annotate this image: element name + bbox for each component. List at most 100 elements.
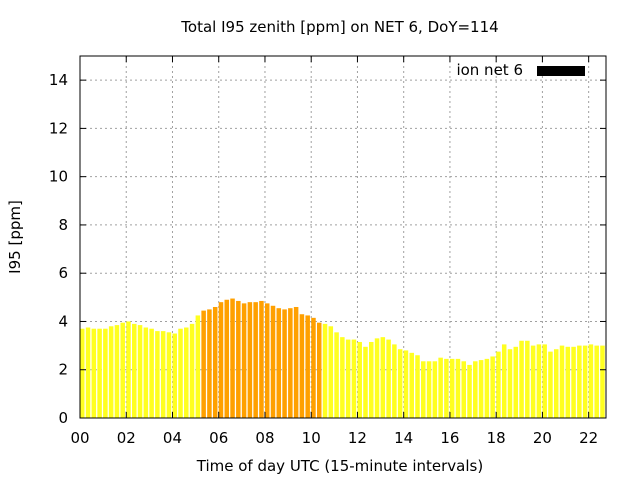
bar xyxy=(149,328,154,418)
y-tick-label: 8 xyxy=(58,216,68,234)
bar xyxy=(449,358,455,418)
y-tick-label: 6 xyxy=(58,264,68,282)
x-tick-label: 14 xyxy=(394,429,413,447)
x-tick-label: 08 xyxy=(255,429,274,447)
bar xyxy=(600,345,605,418)
grid-lines xyxy=(80,56,606,418)
bar xyxy=(438,357,443,418)
bar xyxy=(426,361,432,418)
bar xyxy=(363,346,368,418)
plot-frame xyxy=(79,55,607,419)
y-axis: 0 2 4 6 8 10 12 14 xyxy=(49,71,606,427)
bar xyxy=(230,298,235,418)
bar xyxy=(409,352,414,418)
bar xyxy=(386,339,391,418)
bar xyxy=(530,345,536,418)
bar xyxy=(97,328,102,418)
bar xyxy=(126,321,131,418)
bar xyxy=(536,344,542,418)
bar xyxy=(496,351,501,418)
bar xyxy=(85,327,91,418)
x-tick-label: 12 xyxy=(348,429,367,447)
x-tick-label: 06 xyxy=(209,429,228,447)
bar xyxy=(166,332,172,418)
bar xyxy=(571,346,576,418)
y-tick-label: 14 xyxy=(49,71,68,89)
bar xyxy=(392,344,397,418)
bar xyxy=(212,306,218,418)
bar xyxy=(236,300,241,418)
bar xyxy=(559,345,565,418)
bar xyxy=(178,328,183,418)
bar xyxy=(525,340,530,418)
bar xyxy=(374,338,380,418)
bar xyxy=(484,358,490,418)
y-tick-label: 10 xyxy=(49,168,68,186)
bar xyxy=(328,326,334,418)
bar xyxy=(403,350,409,418)
bar xyxy=(467,364,472,418)
x-axis: 00 02 04 06 08 10 12 14 16 18 20 22 xyxy=(70,56,598,447)
bar xyxy=(282,309,287,418)
bar xyxy=(247,302,253,418)
bar xyxy=(478,360,484,418)
bar xyxy=(565,346,571,418)
bar xyxy=(513,346,519,418)
bar xyxy=(507,349,513,418)
bar xyxy=(322,323,328,418)
y-tick-label: 2 xyxy=(58,361,68,379)
bar xyxy=(519,340,524,418)
bar xyxy=(195,315,201,418)
bar xyxy=(588,344,594,418)
bar xyxy=(91,328,97,418)
x-tick-label: 20 xyxy=(533,429,552,447)
bar xyxy=(421,361,426,418)
bar xyxy=(351,339,357,418)
bar xyxy=(293,306,299,418)
bar xyxy=(103,328,108,418)
bar xyxy=(369,341,374,418)
legend: ion net 6 xyxy=(456,61,585,79)
bar xyxy=(108,326,114,418)
y-tick-label: 12 xyxy=(49,119,68,137)
bar xyxy=(582,345,588,418)
x-tick-label: 10 xyxy=(302,429,321,447)
y-tick-label: 0 xyxy=(58,409,68,427)
bar xyxy=(120,322,125,418)
bar xyxy=(548,351,553,418)
bar xyxy=(264,303,270,418)
bar xyxy=(553,349,559,418)
bar xyxy=(311,317,316,418)
legend-swatch xyxy=(537,66,585,76)
bar xyxy=(473,361,478,418)
bar xyxy=(241,303,247,418)
bar xyxy=(299,314,305,418)
bar xyxy=(455,358,461,418)
bar xyxy=(380,337,386,418)
y-tick-label: 4 xyxy=(58,312,68,330)
bar xyxy=(345,339,351,418)
bar xyxy=(253,302,258,418)
bar xyxy=(270,305,276,418)
bar xyxy=(316,322,322,418)
bar xyxy=(340,337,345,418)
bar xyxy=(501,344,507,418)
bar xyxy=(305,315,310,418)
x-tick-label: 18 xyxy=(487,429,506,447)
bar xyxy=(397,349,403,418)
bar xyxy=(137,325,143,418)
bar xyxy=(155,331,160,418)
bar xyxy=(189,323,195,418)
bar xyxy=(80,328,85,418)
bar xyxy=(444,358,449,418)
bar xyxy=(160,331,166,418)
bar xyxy=(276,308,282,418)
bar xyxy=(132,323,137,418)
bar xyxy=(415,355,420,418)
bar xyxy=(357,341,362,418)
bar xyxy=(577,345,582,418)
bar xyxy=(184,327,189,418)
bar xyxy=(114,325,120,418)
bar xyxy=(432,361,438,418)
